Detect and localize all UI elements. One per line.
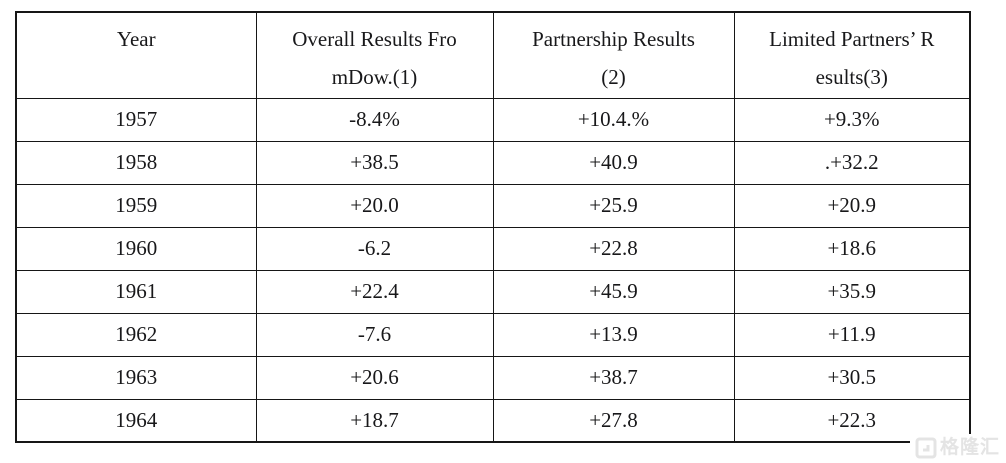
table-cell: +18.7 bbox=[255, 398, 494, 443]
table-cell: +38.7 bbox=[492, 355, 735, 400]
year-cell: 1963 bbox=[15, 355, 257, 400]
table-row: 1963 +20.6 +38.7 +30.5 bbox=[15, 355, 971, 400]
table-cell: +10.4.% bbox=[492, 97, 735, 142]
header-line: (2) bbox=[601, 65, 626, 89]
results-table: Year Overall Results Fro mDow.(1) Partne… bbox=[15, 11, 971, 443]
table-cell: +20.0 bbox=[255, 183, 494, 228]
year-cell: 1962 bbox=[15, 312, 257, 357]
table-cell: -8.4% bbox=[255, 97, 494, 142]
table-cell: +45.9 bbox=[492, 269, 735, 314]
table-cell: +20.9 bbox=[733, 183, 971, 228]
header-row: Year Overall Results Fro mDow.(1) Partne… bbox=[15, 11, 971, 99]
gelonghui-logo-icon bbox=[915, 437, 937, 459]
table-cell: -7.6 bbox=[255, 312, 494, 357]
year-cell: 1961 bbox=[15, 269, 257, 314]
header-line: Partnership Results bbox=[532, 27, 695, 51]
year-cell: 1960 bbox=[15, 226, 257, 271]
col-header-year: Year bbox=[15, 11, 257, 99]
table-cell: +30.5 bbox=[733, 355, 971, 400]
year-cell: 1957 bbox=[15, 97, 257, 142]
header-line: Overall Results Fro bbox=[292, 27, 457, 51]
col-header-partnership-results: Partnership Results (2) bbox=[492, 11, 735, 99]
table-cell: +18.6 bbox=[733, 226, 971, 271]
table-cell: +20.6 bbox=[255, 355, 494, 400]
col-header-overall-results: Overall Results Fro mDow.(1) bbox=[255, 11, 494, 99]
table-row: 1959 +20.0 +25.9 +20.9 bbox=[15, 183, 971, 228]
table-cell: +25.9 bbox=[492, 183, 735, 228]
table-cell: -6.2 bbox=[255, 226, 494, 271]
table-cell: +38.5 bbox=[255, 140, 494, 185]
table-cell: +35.9 bbox=[733, 269, 971, 314]
year-cell: 1959 bbox=[15, 183, 257, 228]
table-row: 1961 +22.4 +45.9 +35.9 bbox=[15, 269, 971, 314]
table-cell: .+32.2 bbox=[733, 140, 971, 185]
watermark-text: 格隆汇 bbox=[939, 437, 1000, 458]
table-cell: +11.9 bbox=[733, 312, 971, 357]
watermark-gelonghui: 格隆汇 bbox=[909, 434, 1003, 462]
year-cell: 1958 bbox=[15, 140, 257, 185]
header-line: esults(3) bbox=[815, 65, 888, 89]
header-line: mDow.(1) bbox=[331, 65, 418, 89]
table-cell: +22.4 bbox=[255, 269, 494, 314]
table-row: 1957 -8.4% +10.4.% +9.3% bbox=[15, 97, 971, 142]
table-row: 1960 -6.2 +22.8 +18.6 bbox=[15, 226, 971, 271]
table-cell: +40.9 bbox=[492, 140, 735, 185]
header-line: Limited Partners’ R bbox=[769, 27, 935, 51]
table-row: 1964 +18.7 +27.8 +22.3 bbox=[15, 398, 971, 443]
header-line: Year bbox=[116, 27, 156, 51]
table-row: 1958 +38.5 +40.9 .+32.2 bbox=[15, 140, 971, 185]
year-cell: 1964 bbox=[15, 398, 257, 443]
table-cell: +9.3% bbox=[733, 97, 971, 142]
table-cell: +22.8 bbox=[492, 226, 735, 271]
table-cell: +27.8 bbox=[492, 398, 735, 443]
table-cell: +13.9 bbox=[492, 312, 735, 357]
table-row: 1962 -7.6 +13.9 +11.9 bbox=[15, 312, 971, 357]
col-header-limited-partners-results: Limited Partners’ R esults(3) bbox=[733, 11, 971, 99]
